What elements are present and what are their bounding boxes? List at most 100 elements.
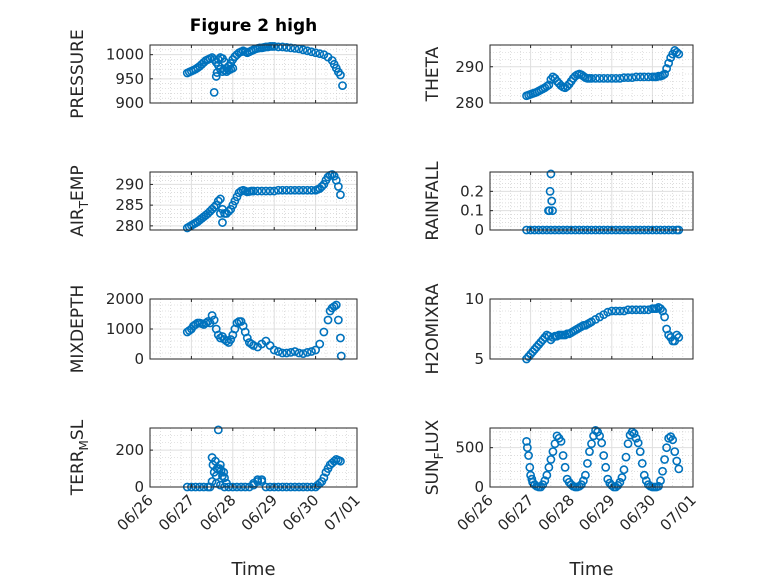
y-tick-label: 290	[115, 175, 144, 193]
y-axis-label: SUNFLUX	[423, 419, 446, 495]
data-point	[668, 435, 678, 445]
data-point	[548, 206, 557, 216]
data-point	[302, 347, 312, 357]
data-point	[215, 480, 225, 490]
data-point	[662, 443, 672, 453]
y-tick-label: 0	[134, 478, 144, 496]
data-point	[558, 451, 568, 460]
data-point	[583, 458, 592, 468]
x-axis-label: Time	[230, 559, 275, 580]
data-point	[315, 49, 325, 59]
data-point	[220, 57, 229, 67]
data-point	[548, 447, 558, 456]
data-point	[637, 458, 647, 468]
data-point	[286, 43, 296, 53]
data-point	[249, 186, 258, 196]
data-point	[672, 330, 682, 340]
data-point	[599, 73, 609, 83]
data-point	[658, 466, 667, 476]
data-point	[540, 476, 550, 486]
data-point	[307, 347, 316, 356]
y-tick-label: 1000	[106, 46, 144, 64]
data-point	[546, 455, 556, 464]
data-point	[333, 315, 343, 325]
y-tick-label: 0	[474, 221, 484, 239]
data-point	[290, 347, 300, 356]
data-point	[631, 305, 641, 315]
data-point	[615, 306, 625, 316]
data-point	[547, 196, 557, 206]
data-point	[212, 68, 222, 77]
data-point	[672, 47, 682, 57]
y-tick-label: 280	[115, 217, 144, 235]
data-point	[269, 42, 279, 51]
figure-title: Figure 2 high	[190, 16, 318, 36]
data-point	[232, 192, 242, 202]
data-point	[601, 462, 611, 472]
y-tick-label: 200	[115, 441, 144, 459]
data-point	[615, 477, 625, 487]
data-point	[664, 433, 674, 443]
data-point	[627, 73, 637, 83]
data-point	[662, 64, 672, 73]
axes-box	[489, 427, 694, 488]
data-point	[587, 73, 596, 83]
data-point	[209, 202, 219, 212]
data-point	[207, 311, 217, 320]
data-point	[257, 186, 267, 196]
data-point	[639, 305, 649, 315]
axes-background	[490, 172, 693, 230]
y-tick-label: 900	[115, 94, 144, 112]
data-point	[591, 425, 600, 435]
data-point	[545, 186, 555, 196]
subplot-mixdepth: 0 1000 2000 MIXDEPTH	[68, 285, 358, 373]
data-point	[623, 73, 633, 83]
data-point	[215, 194, 225, 204]
data-point	[544, 80, 554, 90]
data-point	[236, 317, 246, 326]
data-point	[257, 475, 267, 485]
y-axis-label: H2OMIXRA	[423, 283, 443, 374]
data-point	[603, 73, 613, 83]
data-point	[331, 300, 341, 310]
data-point	[273, 185, 283, 195]
data-point	[336, 190, 345, 200]
data-point	[253, 186, 263, 196]
data-point	[660, 69, 669, 79]
data-point	[211, 72, 221, 81]
data-point	[226, 335, 236, 344]
data-point	[656, 304, 665, 313]
data-point	[560, 462, 570, 472]
data-point	[213, 425, 223, 435]
data-point	[286, 347, 296, 357]
data-point	[329, 302, 339, 311]
data-point	[249, 341, 258, 350]
data-point	[643, 305, 653, 315]
data-point	[319, 327, 329, 337]
data-point	[611, 306, 621, 316]
y-tick-label: 290	[455, 58, 484, 76]
data-point	[631, 72, 641, 82]
y-axis-label-end: SL	[68, 419, 88, 440]
data-point	[294, 348, 304, 358]
subplot-h2omixra: 5 10 H2OMIXRA	[423, 283, 694, 375]
y-tick-label: 285	[115, 196, 144, 214]
data-point	[307, 47, 316, 57]
data-point	[635, 72, 645, 82]
data-point	[658, 71, 667, 80]
data-point	[587, 439, 596, 449]
data-point	[674, 464, 684, 474]
x-axis-label: Time	[568, 559, 613, 580]
data-point	[635, 447, 645, 456]
subplot-theta: 280 290 THETA	[423, 44, 694, 112]
data-point	[544, 462, 554, 472]
data-point	[282, 185, 292, 195]
data-point	[674, 49, 684, 59]
data-point	[672, 456, 682, 466]
data-point	[329, 456, 339, 466]
data-point	[209, 87, 219, 97]
data-point	[542, 81, 552, 91]
y-axis-label-subscript: F	[432, 452, 446, 459]
data-point	[670, 447, 680, 456]
